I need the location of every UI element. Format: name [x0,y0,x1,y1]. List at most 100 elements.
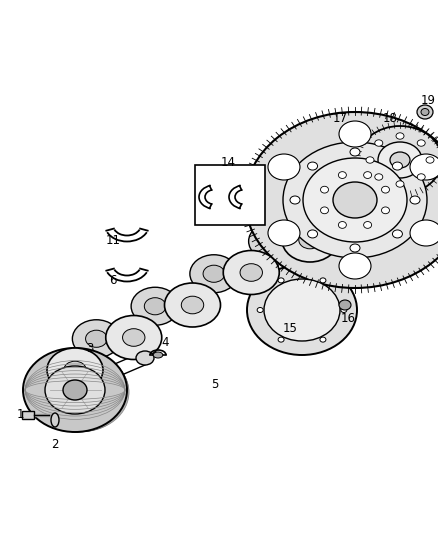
Ellipse shape [24,349,127,432]
Ellipse shape [421,109,429,116]
Polygon shape [272,233,310,247]
Ellipse shape [390,152,410,168]
Ellipse shape [257,308,263,312]
Ellipse shape [339,253,371,279]
Ellipse shape [417,105,433,119]
Ellipse shape [247,265,357,355]
Ellipse shape [417,174,425,180]
Ellipse shape [51,413,59,427]
Ellipse shape [123,329,145,346]
Ellipse shape [320,278,326,283]
Polygon shape [128,303,160,342]
Ellipse shape [366,157,374,163]
Ellipse shape [27,350,128,432]
Ellipse shape [240,264,262,281]
Ellipse shape [410,154,438,180]
Ellipse shape [145,298,166,315]
Ellipse shape [358,126,438,194]
Ellipse shape [165,283,220,327]
Polygon shape [155,298,193,312]
Ellipse shape [47,348,103,392]
Ellipse shape [290,196,300,204]
Ellipse shape [417,140,425,146]
Ellipse shape [131,287,179,325]
Ellipse shape [410,220,438,246]
Ellipse shape [364,172,371,179]
Ellipse shape [45,366,105,414]
Bar [22,411,34,419]
Text: 14: 14 [220,157,236,169]
Text: 11: 11 [106,233,120,246]
Ellipse shape [307,162,318,170]
Ellipse shape [25,349,127,432]
Ellipse shape [245,112,438,288]
Ellipse shape [249,222,297,260]
Ellipse shape [375,174,383,180]
Ellipse shape [85,330,107,348]
Ellipse shape [23,348,127,432]
Ellipse shape [181,296,204,314]
Ellipse shape [378,142,422,178]
Ellipse shape [426,157,434,163]
Ellipse shape [283,142,427,258]
Ellipse shape [262,233,283,250]
Text: 19: 19 [420,93,435,107]
Ellipse shape [333,182,377,218]
Text: 4: 4 [161,335,169,349]
Text: 17: 17 [332,111,347,125]
Ellipse shape [339,222,346,228]
Ellipse shape [28,351,128,432]
Ellipse shape [23,348,127,432]
Ellipse shape [30,352,129,432]
Ellipse shape [341,308,347,312]
Ellipse shape [364,222,371,228]
Ellipse shape [25,349,127,432]
Ellipse shape [339,172,346,179]
Ellipse shape [410,196,420,204]
Ellipse shape [299,231,321,249]
Ellipse shape [381,186,389,193]
Ellipse shape [321,186,328,193]
Ellipse shape [350,244,360,252]
Ellipse shape [264,279,340,341]
Ellipse shape [223,251,279,295]
Ellipse shape [63,380,87,400]
Bar [195,165,265,225]
Ellipse shape [396,181,404,187]
Ellipse shape [320,337,326,342]
Ellipse shape [268,220,300,246]
Ellipse shape [106,316,162,359]
Ellipse shape [64,361,86,379]
Ellipse shape [392,230,403,238]
Ellipse shape [278,337,284,342]
Ellipse shape [303,158,407,242]
Ellipse shape [339,300,351,310]
Ellipse shape [375,140,383,146]
Ellipse shape [31,352,129,432]
Ellipse shape [72,320,120,358]
Text: 2: 2 [51,439,59,451]
Text: 15: 15 [283,321,297,335]
Ellipse shape [66,381,84,395]
Ellipse shape [339,121,371,147]
Text: 18: 18 [382,111,397,125]
Ellipse shape [282,218,338,262]
Text: 6: 6 [109,273,117,287]
Ellipse shape [321,207,328,214]
Polygon shape [245,238,278,277]
Ellipse shape [153,352,163,358]
Text: 5: 5 [211,378,219,392]
Ellipse shape [32,352,129,432]
Ellipse shape [381,207,389,214]
Ellipse shape [350,148,360,156]
Ellipse shape [28,350,128,432]
Text: 1: 1 [16,408,24,422]
Ellipse shape [392,162,403,170]
Ellipse shape [278,278,284,283]
Ellipse shape [26,350,128,432]
Ellipse shape [190,255,238,293]
Text: 3: 3 [86,342,94,354]
Polygon shape [96,330,134,345]
Ellipse shape [307,230,318,238]
Text: 16: 16 [340,311,356,325]
